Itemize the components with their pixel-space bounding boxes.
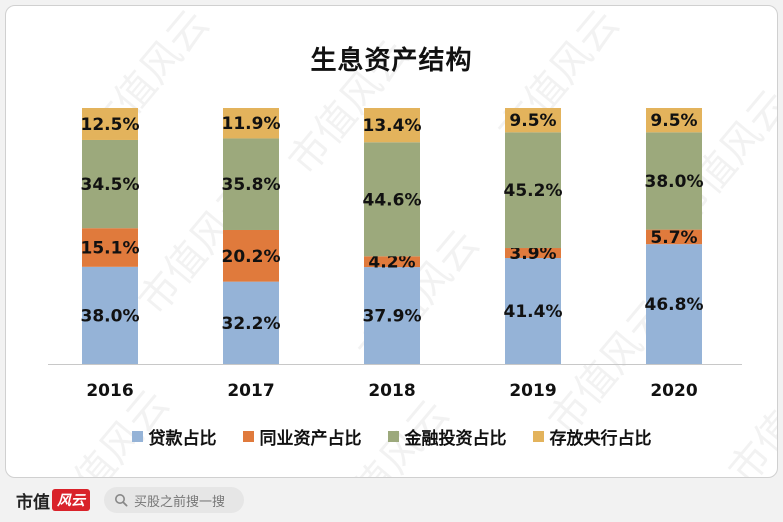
data-label-2020-3: 9.5% xyxy=(650,111,697,131)
legend-swatch xyxy=(532,431,544,442)
x-tick-label-2019: 2019 xyxy=(509,381,556,401)
bar-segment-2016-0 xyxy=(82,266,138,364)
data-label-2016-1: 15.1% xyxy=(81,239,140,259)
data-label-2019-1: 3.9% xyxy=(509,244,556,264)
legend-swatch xyxy=(387,431,399,442)
legend-label: 同业资产占比 xyxy=(259,429,362,449)
bar-segment-2018-0 xyxy=(364,267,420,364)
bar-segment-2019-0 xyxy=(505,258,561,364)
bar-segment-2019-2 xyxy=(505,132,561,249)
bar-segment-2017-3 xyxy=(223,108,279,139)
data-label-2018-3: 13.4% xyxy=(363,116,422,136)
bar-segment-2018-3 xyxy=(364,108,420,143)
x-tick-label-2016: 2016 xyxy=(86,381,133,401)
data-label-2016-3: 12.5% xyxy=(81,115,140,135)
brand-logo[interactable]: 市值 风云 xyxy=(16,488,90,513)
bar-segment-2019-1 xyxy=(505,248,561,259)
data-label-2018-1: 4.2% xyxy=(368,253,415,273)
bar-segment-2018-1 xyxy=(364,256,420,268)
data-label-2019-2: 45.2% xyxy=(504,181,563,201)
data-label-2016-0: 38.0% xyxy=(81,306,140,326)
legend-swatch xyxy=(131,431,143,442)
legend-label: 金融投资占比 xyxy=(404,429,507,449)
chart-title: 生息资产结构 xyxy=(310,46,473,76)
bar-segment-2017-2 xyxy=(223,138,279,230)
data-label-2018-2: 44.6% xyxy=(363,190,422,210)
chart-legend: 贷款占比 同业资产占比 金融投资占比 存放央行占比 xyxy=(0,424,783,449)
x-tick-label-2017: 2017 xyxy=(227,381,274,401)
search-icon xyxy=(115,494,128,507)
legend-label: 存放央行占比 xyxy=(549,429,652,449)
x-tick-label-2020: 2020 xyxy=(650,381,697,401)
bar-segment-2016-2 xyxy=(82,139,138,229)
legend-swatch xyxy=(242,431,254,442)
bar-segment-2016-1 xyxy=(82,228,138,267)
data-label-2016-2: 34.5% xyxy=(81,175,140,195)
brand-text: 市值 xyxy=(16,492,50,513)
data-label-2018-0: 37.9% xyxy=(363,307,422,327)
data-label-2020-1: 5.7% xyxy=(650,228,697,248)
bar-segment-2019-3 xyxy=(505,108,561,133)
bar-segment-2020-1 xyxy=(646,229,702,245)
bar-segment-2020-0 xyxy=(646,244,702,364)
bar-segment-2017-1 xyxy=(223,229,279,282)
data-label-2017-3: 11.9% xyxy=(222,114,281,134)
data-label-2020-0: 46.8% xyxy=(645,295,704,315)
legend-item-2: 金融投资占比 xyxy=(387,424,507,449)
bar-segment-2020-3 xyxy=(646,108,702,133)
bar-segment-2017-0 xyxy=(223,281,279,364)
search-input[interactable]: 买股之前搜一搜 xyxy=(104,487,244,513)
data-label-2020-2: 38.0% xyxy=(645,172,704,192)
data-label-2017-2: 35.8% xyxy=(222,175,281,195)
data-label-2017-1: 20.2% xyxy=(222,247,281,267)
legend-label: 贷款占比 xyxy=(148,429,217,449)
legend-item-3: 存放央行占比 xyxy=(532,424,652,449)
search-placeholder: 买股之前搜一搜 xyxy=(134,494,226,510)
bar-segment-2018-2 xyxy=(364,142,420,257)
data-label-2019-0: 41.4% xyxy=(504,302,563,322)
brand-mark: 风云 xyxy=(52,489,90,511)
x-tick-label-2018: 2018 xyxy=(368,381,415,401)
stacked-bar-chart: 38.0% 15.1% 34.5% 12.5% 2016 32.2% 20.2% 35.8% 1… xyxy=(48,108,742,401)
data-label-2019-3: 9.5% xyxy=(509,111,556,131)
bar-segment-2020-2 xyxy=(646,132,702,230)
footer-bar: 市值 风云 买股之前搜一搜 xyxy=(0,478,783,522)
bar-segment-2016-3 xyxy=(82,108,138,140)
legend-item-1: 同业资产占比 xyxy=(242,424,362,449)
legend-item-0: 贷款占比 xyxy=(131,424,217,449)
data-label-2017-0: 32.2% xyxy=(222,314,281,334)
